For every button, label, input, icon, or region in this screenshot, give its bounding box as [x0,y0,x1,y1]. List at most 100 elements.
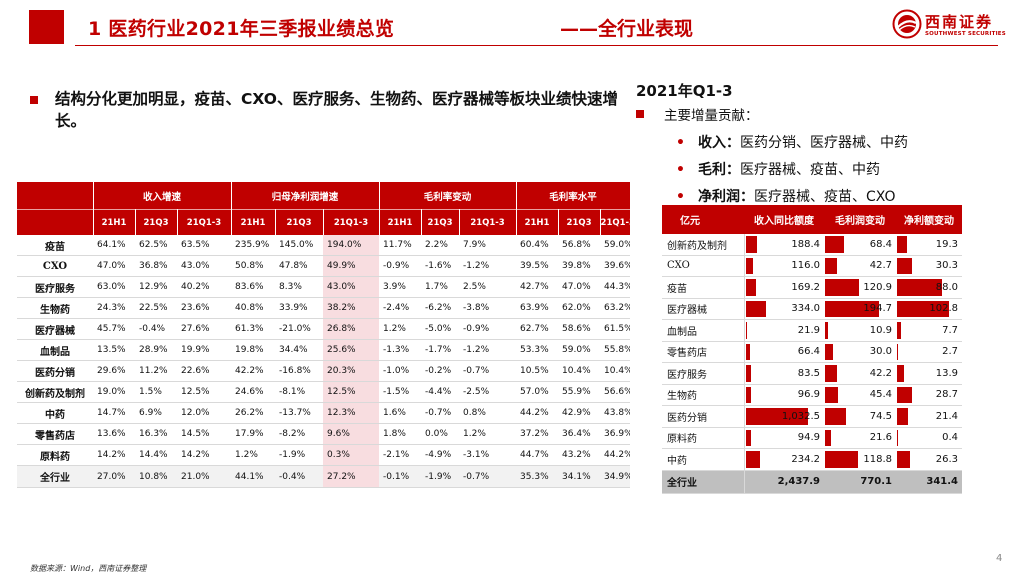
table-cell: 26.3 [896,448,962,471]
table-cell: 38.2% [323,297,380,319]
table-cell: -1.9% [421,465,460,488]
table-cell: -1.2% [459,339,517,361]
table-cell: 34.4% [275,339,324,361]
table-row: 零售药店 66.4 30.0 2.7 [662,341,962,363]
table-cell: 2.7 [896,341,962,363]
data-bar [897,408,908,425]
table-cell: -2.4% [379,297,422,319]
table-cell: -0.7% [459,465,517,488]
square-bullet-icon [30,96,38,104]
table-cell: 58.6% [558,318,601,340]
cell-value: 88.0 [935,281,958,293]
data-bar [745,236,757,253]
table-cell: 1.6% [379,402,422,424]
sub-header: 21Q1-3 [323,209,380,235]
cell-value: 341.4 [926,476,958,487]
cell-value: 334.0 [791,303,820,315]
table-cell: 63.0% [93,276,135,298]
cell-value: 21.9 [797,324,820,336]
table-cell: 235.9% [231,235,276,256]
table-row: 中药 14.7% 6.9% 12.0% 26.2% -13.7% 12.3% 1.6% -0.7… [17,402,631,424]
table-cell: -1.9% [275,444,324,466]
table-cell: -1.2% [459,255,517,277]
sector-name: 原料药 [662,427,745,449]
table-cell: -1.0% [379,360,422,382]
sector-name: 医疗器械 [662,298,745,320]
sector-name: 创新药及制剂 [662,234,745,256]
table-corner-cell [17,182,94,210]
contribution-text: 医疗器械、疫苗、中药 [740,162,880,178]
table-cell: 34.1% [558,465,601,488]
table-cell: 19.3 [896,234,962,256]
data-bar [825,386,838,403]
table-cell: 29.6% [93,360,135,382]
table-cell: 36.8% [135,255,177,277]
table-cell: 22.5% [135,297,177,319]
table-cell: 55.9% [558,381,601,403]
data-bar [825,451,858,468]
table-cell: 20.3% [323,360,380,382]
table-cell: 35.3% [516,465,559,488]
table-cell: 770.1 [824,470,896,494]
data-bar [825,343,834,360]
table-cell: 24.3% [93,297,135,319]
cell-value: 102.8 [929,303,958,315]
sector-name: 零售药店 [17,423,93,445]
dot-bullet-icon: • [676,135,685,151]
sector-name: 医药分销 [662,405,745,428]
table-cell: -0.4% [275,465,324,488]
main-bullet: 结构分化更加明显，疫苗、CXO、医疗服务、生物药、医疗器械等板块业绩快速增长。 [30,88,622,132]
sector-name: 全行业 [17,465,93,488]
table-cell: -1.3% [379,339,422,361]
table-cell: 0.8% [459,402,517,424]
table-cell: 47.0% [93,255,135,277]
table-cell: -21.0% [275,318,324,340]
group-header: 收入增速 [93,182,232,210]
table-cell: 7.9% [459,235,517,256]
table-cell: 1.2% [459,423,517,445]
data-bar [825,236,844,253]
data-bar [825,257,837,274]
table-cell: -8.2% [275,423,324,445]
table-cell: 42.7 [824,255,896,277]
table-cell: 14.7% [93,402,135,424]
cell-value: 45.4 [869,389,892,401]
sub-header: 21H1 [231,209,276,235]
table-row: 医疗器械 334.0 194.7 102.8 [662,298,962,320]
table-cell: -0.2% [421,360,460,382]
table-row: 疫苗 64.1% 62.5% 63.5% 235.9% 145.0% 194.0% 11.7%… [17,235,631,256]
table-corner-cell [17,209,94,235]
table-cell: 60.4% [516,235,559,256]
sector-name: CXO [662,255,745,277]
table-cell: -5.0% [421,318,460,340]
table-row: 医疗服务 83.5 42.2 13.9 [662,362,962,385]
table-cell: 194.0% [323,235,380,256]
sub-header: 21Q3 [275,209,324,235]
table-cell: 0.0% [421,423,460,445]
table-cell: 11.2% [135,360,177,382]
table-cell: 44.1% [231,465,276,488]
column-header: 毛利润变动 [824,205,896,234]
company-logo: 西南证券 SOUTHWEST SECURITIES [892,9,1006,43]
table-cell: 188.4 [744,234,824,256]
main-bullet-text: 结构分化更加明显，疫苗、CXO、医疗服务、生物药、医疗器械等板块业绩快速增长。 [55,90,618,130]
table-cell: 42.2% [231,360,276,382]
cell-value: 234.2 [791,453,820,465]
sub-header: 21Q3 [135,209,178,235]
table-cell: 66.4 [744,341,824,363]
table-cell: 33.9% [275,297,324,319]
table-row: 生物药 96.9 45.4 28.7 [662,384,962,406]
data-bar [825,429,831,446]
table-cell: 57.0% [516,381,559,403]
table-cell: -4.4% [421,381,460,403]
table-cell: 28.7 [896,384,962,406]
table-cell: 3.9% [379,276,422,298]
sector-name: 全行业 [662,470,745,494]
dot-bullet-icon: • [676,189,685,205]
table-row: CXO 116.0 42.7 30.3 [662,255,962,277]
cell-value: 96.9 [797,389,820,401]
page-subtitle: ——全行业表现 [560,18,694,40]
cell-value: 68.4 [869,238,892,250]
logo-text-cn: 西南证券 [925,13,994,31]
table-cell: 7.7 [896,319,962,342]
